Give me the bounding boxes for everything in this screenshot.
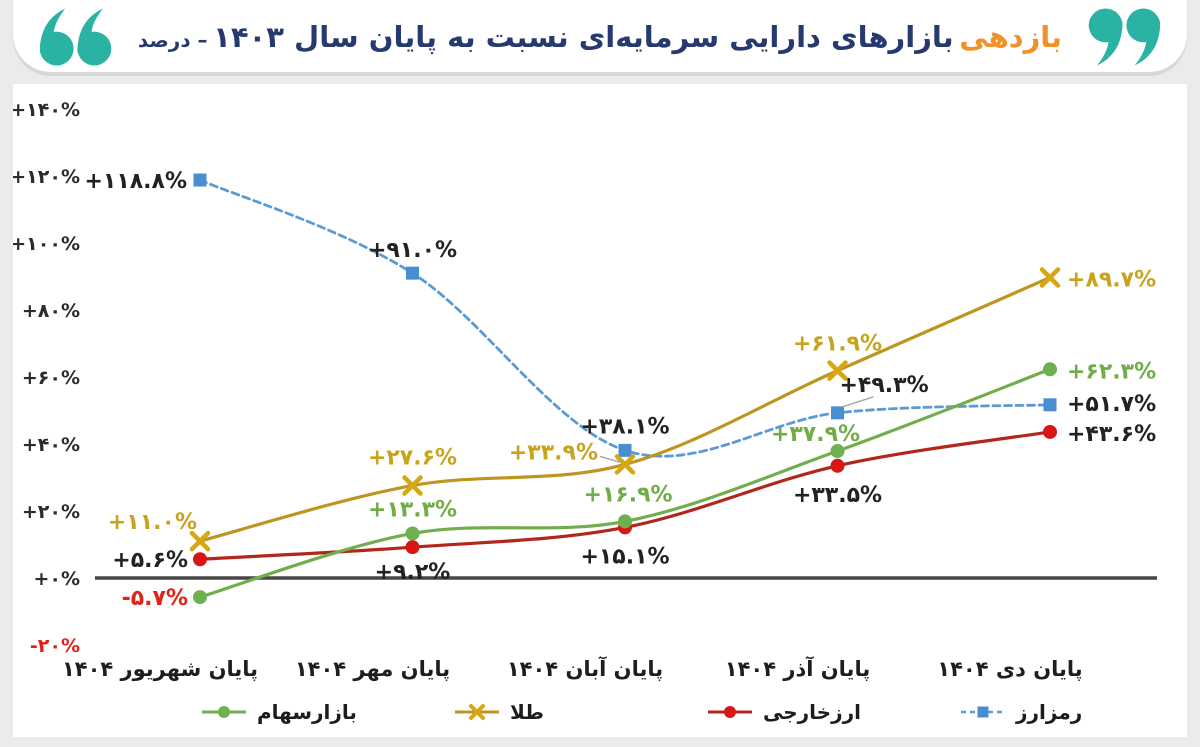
legend-label-foreign-currency: ارزخارجی	[763, 700, 861, 724]
legend-marker-gold	[455, 704, 499, 720]
x-category-label: پایان آبان ۱۴۰۴	[507, 656, 663, 681]
label-leader-line	[842, 396, 874, 408]
data-point-marker-gold	[614, 454, 636, 475]
data-point-label-gold: +۱۱.۰%	[108, 510, 197, 535]
data-point-label-gold: +۳۳.۹%	[509, 440, 598, 465]
data-point-label-stock-market: -۵.۷%	[122, 586, 188, 611]
data-point-marker-gold	[1039, 267, 1061, 288]
data-point-marker-crypto	[618, 443, 632, 457]
legend-square	[977, 706, 989, 718]
data-point-marker-stock-market	[405, 526, 420, 541]
x-category-label: پایان شهریور ۱۴۰۴	[62, 657, 258, 681]
data-point-label-crypto: +۴۹.۳%	[840, 373, 929, 398]
data-point-label-foreign-currency: +۳۳.۵%	[793, 483, 882, 508]
data-point-marker-crypto	[1043, 398, 1057, 412]
open-quote-left-icon	[39, 8, 112, 66]
data-point-marker-stock-market	[618, 514, 632, 529]
data-point-marker-foreign-currency	[193, 552, 207, 567]
legend-x	[469, 704, 485, 720]
x-category-label: پایان دی ۱۴۰۴	[937, 657, 1082, 681]
data-point-label-gold: +۶۱.۹%	[793, 332, 882, 357]
data-point-marker-foreign-currency	[405, 540, 420, 555]
data-point-marker-gold	[402, 475, 423, 496]
data-point-marker-crypto	[406, 266, 419, 280]
y-tick-label: -۲۰%	[30, 635, 80, 657]
data-point-label-foreign-currency: +۱۵.۱%	[580, 544, 669, 569]
legend-item-foreign-currency: ارزخارجی	[707, 700, 960, 724]
y-tick-label: +۴۰%	[22, 434, 80, 456]
data-point-marker-gold	[189, 530, 211, 552]
data-point-label-stock-market: +۳۷.۹%	[771, 422, 860, 447]
y-tick-label: +۱۴۰%	[13, 99, 80, 121]
data-point-label-stock-market: +۶۲.۳%	[1067, 359, 1156, 384]
y-tick-label: +۱۰۰%	[13, 233, 80, 255]
data-point-marker-crypto	[193, 173, 207, 187]
legend-label-crypto: رمزارز	[1016, 700, 1083, 724]
legend-marker-stock-market	[202, 706, 246, 718]
legend-marker-crypto	[961, 706, 1005, 718]
chart-legend: بازارسهام طلا ارزخارجی رمزارز	[201, 700, 1200, 724]
returns-line-chart: +۱۴۰%+۱۲۰%+۱۰۰%+۸۰%+۶۰%+۴۰%+۲۰%+۰%-۲۰%پا…	[10, 99, 1157, 681]
data-point-marker-stock-market	[193, 590, 207, 605]
data-point-label-crypto: +۹۱.۰%	[368, 238, 457, 263]
x-category-label: پایان آذر ۱۴۰۴	[725, 656, 870, 681]
chart-card: +۱۴۰% +۱۲۰% +۱۰۰% +۸۰% +۶۰% +۴۰% +۲۰% +۰% -۲۰% پا…	[10, 84, 1187, 737]
legend-dot	[218, 706, 230, 718]
data-point-marker-gold	[827, 360, 848, 381]
legend-dot	[724, 706, 736, 718]
data-point-label-stock-market: +۱۳.۳%	[368, 497, 457, 522]
label-leader-line	[599, 455, 622, 464]
legend-marker-foreign-currency	[708, 706, 752, 718]
title-highlight: بازدهی	[959, 20, 1063, 54]
page-title: بازدهی بازارهای دارایی سرمایه‌ای نسبت به…	[138, 20, 1062, 54]
data-point-label-crypto: +۱۱۸.۸%	[84, 169, 187, 194]
data-point-label-foreign-currency: +۵.۶%	[112, 548, 188, 573]
data-point-label-gold: +۸۹.۷%	[1067, 268, 1156, 293]
data-point-label-foreign-currency: +۴۳.۶%	[1067, 422, 1156, 447]
close-quote-right-icon	[1088, 8, 1161, 66]
data-point-marker-stock-market	[830, 444, 845, 459]
y-tick-label: +۰%	[33, 568, 80, 590]
data-point-label-crypto: +۳۸.۱%	[580, 414, 669, 439]
data-point-label-gold: +۲۷.۶%	[368, 446, 457, 471]
y-tick-label: +۱۲۰%	[13, 166, 80, 188]
data-point-marker-stock-market	[1043, 362, 1057, 377]
title-main: بازارهای دارایی سرمایه‌ای نسبت به پایان …	[213, 20, 954, 54]
legend-item-stock-market: بازارسهام	[201, 700, 454, 724]
header-card: بازدهی بازارهای دارایی سرمایه‌ای نسبت به…	[13, 0, 1187, 72]
data-point-label-foreign-currency: +۹.۲%	[375, 560, 451, 585]
x-category-label: پایان مهر ۱۴۰۴	[295, 657, 450, 681]
data-point-label-crypto: +۵۱.۷%	[1067, 392, 1156, 417]
data-point-marker-crypto	[831, 406, 844, 420]
y-tick-label: +۲۰%	[22, 501, 80, 523]
legend-item-gold: طلا	[454, 700, 707, 724]
y-tick-label: +۸۰%	[22, 300, 80, 322]
legend-label-gold: طلا	[510, 700, 545, 724]
y-tick-label: +۶۰%	[22, 367, 80, 389]
legend-label-stock-market: بازارسهام	[257, 700, 357, 724]
legend-item-crypto: رمزارز	[960, 700, 1200, 724]
data-point-label-stock-market: +۱۶.۹%	[583, 482, 672, 507]
data-point-marker-foreign-currency	[1043, 424, 1057, 439]
title-suffix: – درصد	[137, 28, 208, 52]
data-point-marker-foreign-currency	[830, 458, 845, 473]
